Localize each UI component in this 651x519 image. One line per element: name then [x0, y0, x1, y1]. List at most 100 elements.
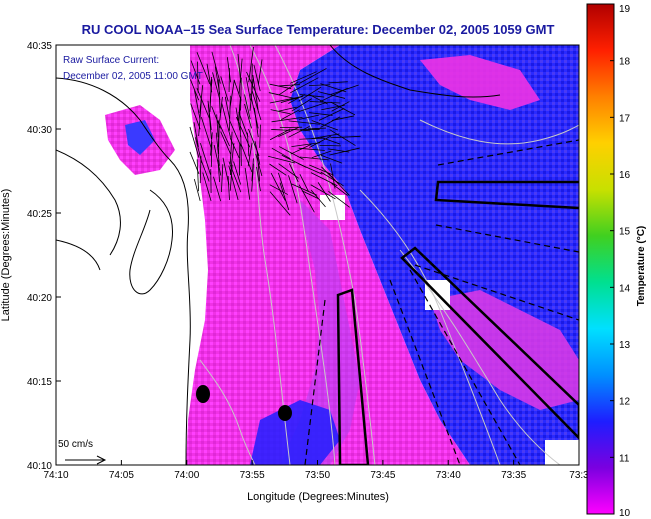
lane-dashed-1	[437, 139, 579, 166]
current-vector	[253, 107, 259, 138]
current-vector	[279, 146, 304, 160]
current-vector	[298, 86, 322, 102]
colorbar-tick-label: 14	[619, 283, 631, 294]
current-vector	[311, 150, 332, 158]
current-vector	[269, 191, 291, 216]
current-vector	[229, 79, 235, 110]
current-vector	[330, 135, 361, 139]
colorbar-tick-label: 16	[619, 170, 631, 181]
current-vector	[244, 167, 251, 200]
current-vector	[212, 72, 221, 101]
current-vector	[221, 103, 231, 138]
current-vector	[200, 143, 211, 175]
lane-lower-box	[400, 246, 579, 440]
current-vector	[246, 71, 261, 102]
current-vector	[210, 142, 213, 167]
current-vector	[299, 68, 327, 84]
current-vector	[278, 81, 299, 96]
x-tick-label: 73:40	[436, 470, 461, 481]
current-vector	[196, 52, 211, 85]
current-vector	[269, 184, 288, 195]
current-vector	[310, 172, 338, 187]
current-vector	[269, 128, 291, 141]
current-vector	[200, 158, 210, 182]
current-vector	[309, 112, 333, 116]
current-vector	[298, 163, 323, 175]
y-axis: 40:35 40:30 40:25 40:20 40:15 40:10	[27, 41, 61, 472]
current-vector	[291, 98, 312, 112]
current-vector	[249, 78, 254, 111]
current-vector	[328, 190, 350, 208]
current-vector	[288, 126, 310, 138]
x-tick-label: 73:45	[370, 470, 395, 481]
current-vector	[244, 103, 252, 129]
current-vector	[209, 77, 212, 112]
current-vector	[278, 126, 300, 137]
current-vector	[196, 159, 199, 192]
current-vector	[238, 98, 241, 121]
current-vector	[290, 144, 312, 155]
lane-dashed-2	[435, 224, 579, 253]
current-vector	[281, 109, 300, 121]
surface-current-vectors	[189, 46, 361, 216]
current-vector	[290, 77, 319, 94]
lane-channel-box	[336, 288, 370, 465]
current-vector	[194, 90, 201, 120]
current-vector	[299, 114, 319, 120]
current-vector	[319, 87, 348, 103]
data-gap	[320, 195, 345, 220]
colorbar-tick-label: 11	[619, 453, 630, 464]
current-vector	[320, 154, 343, 164]
current-vector	[217, 160, 220, 183]
colorbar-tick-label: 15	[619, 227, 631, 238]
current-vector	[288, 128, 310, 132]
x-tick-label: 73:50	[305, 470, 330, 481]
current-vector	[226, 57, 232, 83]
y-tick-label: 40:10	[27, 461, 52, 472]
x-tick-label: 74:10	[43, 470, 68, 481]
current-vector	[190, 60, 201, 85]
current-vector	[247, 142, 253, 167]
current-vector	[258, 59, 263, 84]
current-vector	[233, 79, 242, 101]
x-tick-label: 73:35	[501, 470, 526, 481]
colorbar-tick-label: 12	[619, 397, 631, 408]
coastline	[56, 45, 501, 465]
current-vector	[202, 172, 212, 202]
current-vector	[269, 163, 287, 176]
current-vector	[299, 156, 329, 161]
current-vector	[229, 143, 235, 176]
current-vector	[317, 182, 331, 202]
data-gap	[545, 440, 579, 465]
current-vector	[190, 103, 201, 130]
current-vector	[331, 182, 348, 196]
current-vector	[270, 109, 291, 115]
current-vector	[256, 150, 261, 182]
current-vector	[311, 133, 340, 140]
current-vector	[207, 104, 212, 140]
current-vector	[220, 131, 231, 155]
current-vector	[238, 111, 249, 138]
current-vector	[290, 71, 317, 84]
current-vector	[288, 94, 306, 104]
current-vector	[210, 132, 213, 156]
current-vector	[318, 108, 345, 121]
current-vector	[298, 102, 326, 113]
current-vector	[228, 119, 242, 147]
lane-upper-box	[434, 180, 579, 210]
x-tick-label: 73:55	[240, 470, 265, 481]
current-vector	[238, 58, 243, 95]
current-vector	[193, 178, 201, 202]
current-vector	[320, 171, 344, 187]
current-vector	[301, 190, 319, 199]
current-vector	[193, 122, 199, 148]
current-vector	[196, 88, 210, 119]
current-vector	[271, 147, 291, 160]
current-vector	[271, 116, 303, 123]
current-vector	[229, 95, 231, 131]
current-vector	[249, 93, 259, 129]
bathymetry-contours	[199, 45, 579, 465]
current-vector	[307, 127, 327, 130]
current-vector	[279, 182, 290, 211]
current-vector	[308, 84, 331, 86]
